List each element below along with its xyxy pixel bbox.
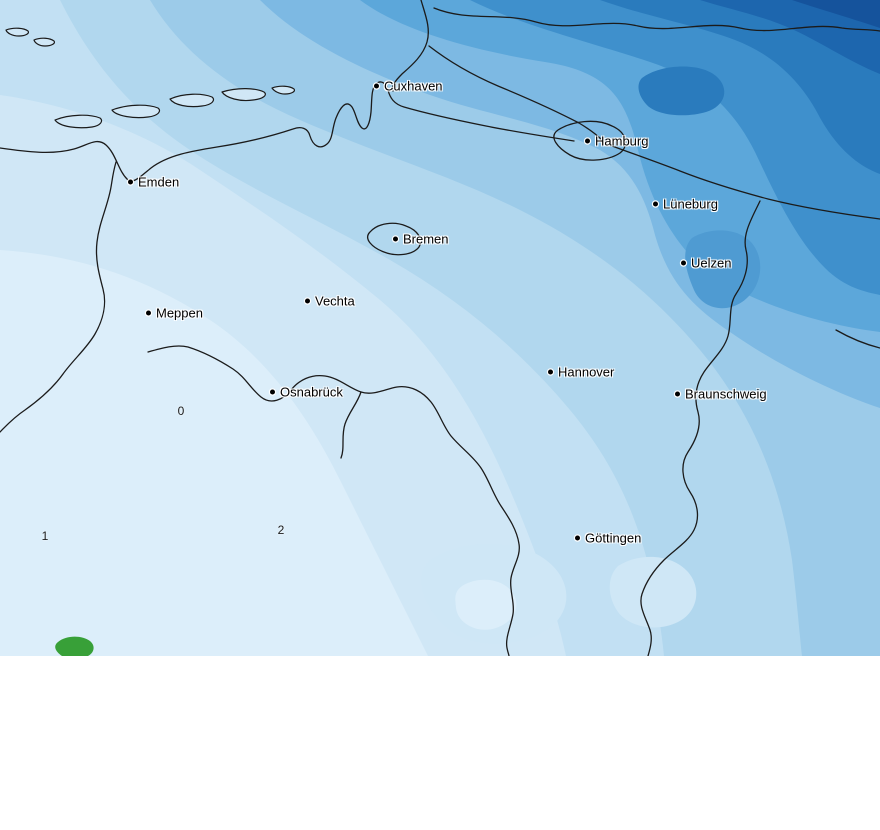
isoline-label: 1 [41,529,49,543]
info-bar: Temperatur in 2m (in °C) Modell: ICON-D2… [0,656,880,830]
city-label: Osnabrück [280,384,343,400]
city-label: Hamburg [595,133,649,149]
city-label: Cuxhaven [384,78,443,94]
city-dot-icon [653,201,658,207]
city-label: Vechta [315,293,355,309]
city-dot-icon [681,260,686,266]
temperature-map: Cuxhaven Hamburg Emden Lüneburg Bremen U… [0,0,880,656]
city-dot-icon [146,310,151,316]
city-label: Meppen [156,305,203,321]
city-dot-icon [585,138,590,144]
isoline-label: 0 [177,404,185,418]
city-marker: Hannover [548,365,614,380]
city-marker: Osnabrück [270,385,343,400]
city-dot-icon [128,179,133,185]
city-dot-icon [374,83,379,89]
city-dot-icon [548,369,553,375]
city-marker: Emden [128,175,179,190]
isoline-label: 2 [277,523,285,537]
city-marker: Cuxhaven [374,79,443,94]
city-dot-icon [575,535,580,541]
city-dot-icon [305,298,310,304]
city-dot-icon [270,389,275,395]
map-svg [0,0,880,656]
city-label: Göttingen [585,530,642,546]
city-dot-icon [675,391,680,397]
city-dot-icon [393,236,398,242]
city-label: Lüneburg [663,196,718,212]
city-label: Hannover [558,364,615,380]
city-marker: Lüneburg [653,197,718,212]
city-label: Emden [138,174,180,190]
city-marker: Uelzen [681,256,731,271]
city-label: Uelzen [691,255,732,271]
city-label: Bremen [403,231,449,247]
city-marker: Vechta [305,294,355,309]
city-marker: Braunschweig [675,387,767,402]
city-marker: Bremen [393,232,449,247]
city-marker: Göttingen [575,531,641,546]
city-marker: Meppen [146,306,203,321]
city-label: Braunschweig [685,386,767,402]
city-marker: Hamburg [585,134,648,149]
